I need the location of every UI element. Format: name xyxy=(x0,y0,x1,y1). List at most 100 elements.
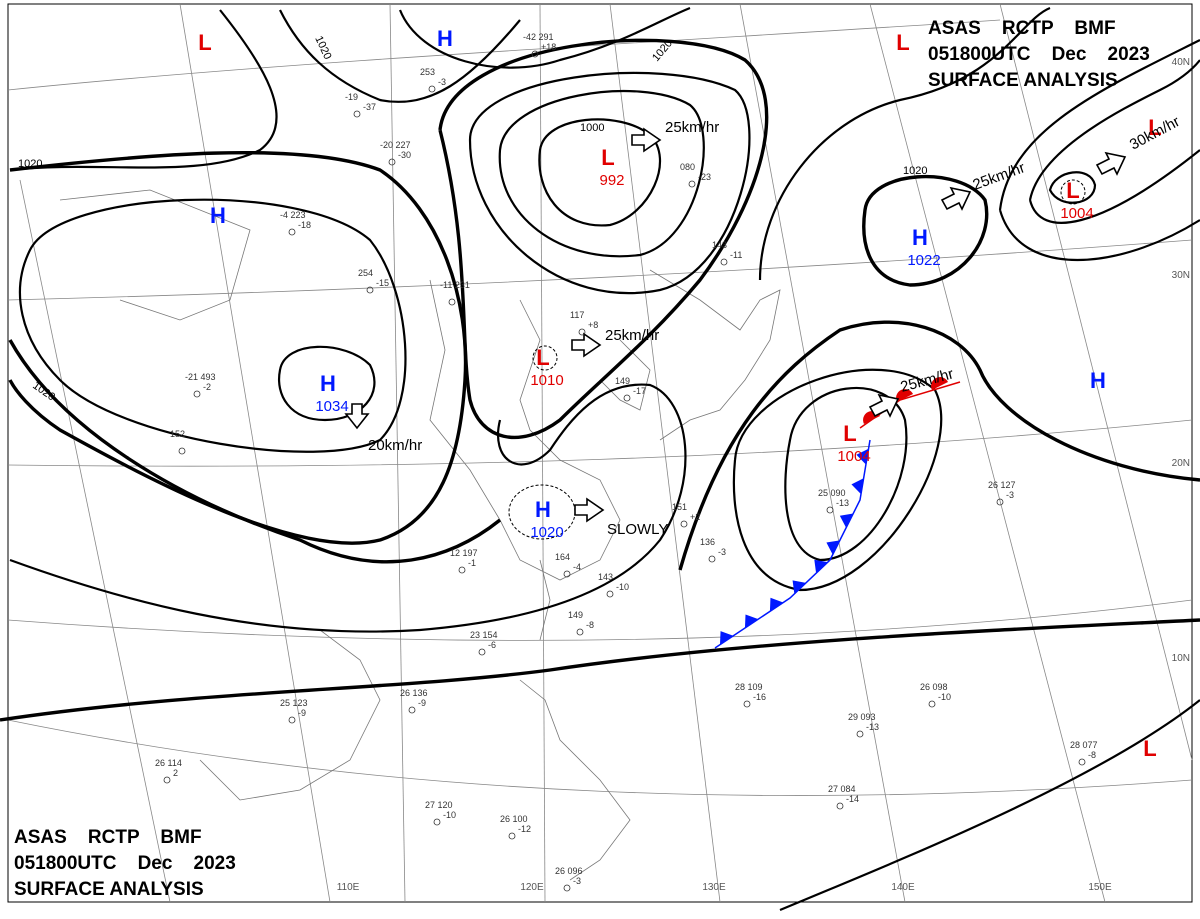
station-value: -20 227 xyxy=(380,140,411,150)
cold-front-triangle xyxy=(814,559,828,574)
center-letter: H xyxy=(437,26,453,51)
station-dot xyxy=(856,730,864,738)
longitude-label: 110E xyxy=(337,882,360,893)
center-ring xyxy=(1060,179,1086,205)
latitude-label: 20N xyxy=(1172,458,1190,469)
motion-label: 25km/hr xyxy=(605,327,659,344)
station-value: 28 077 xyxy=(1070,740,1098,750)
station-value: -16 xyxy=(753,692,766,702)
lon-line xyxy=(609,3,721,903)
header-line: ASAS RCTP BMF xyxy=(14,827,202,848)
motion-arrows xyxy=(344,127,1127,523)
cold-front-triangle xyxy=(826,540,840,555)
isobar xyxy=(1028,59,1200,224)
header-line: 051800UTC Dec 2023 xyxy=(928,44,1150,65)
station-dot xyxy=(408,706,416,714)
center-letter: H xyxy=(1090,368,1106,393)
station-dot xyxy=(353,110,361,118)
station-dot xyxy=(708,555,716,563)
center-letter: L xyxy=(1148,115,1161,140)
arrow xyxy=(631,127,662,153)
station-value: -2 xyxy=(203,382,211,392)
station-value: -10 xyxy=(443,810,456,820)
latitude-label: 30N xyxy=(1172,270,1190,281)
cold-front-triangle xyxy=(769,597,784,612)
lon-line xyxy=(539,3,546,903)
motion-label: 25km/hr xyxy=(665,119,719,136)
isobar xyxy=(678,320,1200,571)
lon-line xyxy=(739,3,906,903)
station-dot xyxy=(478,648,486,656)
station-value: -18 xyxy=(298,220,311,230)
graticule xyxy=(7,3,1193,903)
station-value: 143 xyxy=(598,572,613,582)
lon-line xyxy=(869,3,1106,903)
station-value: 12 197 xyxy=(450,548,478,558)
station-value: 23 154 xyxy=(470,630,498,640)
center-pressure: 1004 xyxy=(1060,205,1093,222)
station-value: 151 xyxy=(672,502,687,512)
center-circles xyxy=(508,179,1086,540)
station-dot xyxy=(928,700,936,708)
station-value: 26 098 xyxy=(920,682,948,692)
isobars xyxy=(0,6,1200,912)
center-pressure: 1020 xyxy=(530,524,563,541)
coastlines xyxy=(59,189,781,881)
station-dot xyxy=(1078,758,1086,766)
isobar xyxy=(1048,171,1097,204)
coast xyxy=(599,339,651,411)
lon-line xyxy=(19,179,171,903)
arrow xyxy=(940,186,972,211)
station-value: -10 xyxy=(616,582,629,592)
arrow xyxy=(344,403,370,430)
station-value: 25 123 xyxy=(280,698,308,708)
station-dot xyxy=(720,258,728,266)
isobar xyxy=(468,71,751,295)
station-value: -8 xyxy=(1088,750,1096,760)
station-value: +18 xyxy=(541,42,556,52)
station-dot xyxy=(193,390,201,398)
isobar xyxy=(8,151,468,545)
station-value: -9 xyxy=(298,708,306,718)
station-value: -10 xyxy=(938,692,951,702)
station-value: -8 xyxy=(586,620,594,630)
station-value: 26 096 xyxy=(555,866,583,876)
center-letter: L xyxy=(198,30,211,55)
station-value: -9 xyxy=(418,698,426,708)
station-value: 26 100 xyxy=(500,814,528,824)
arrow xyxy=(574,497,605,523)
coast xyxy=(649,269,781,441)
header-line: SURFACE ANALYSIS xyxy=(928,70,1118,91)
header-line: ASAS RCTP BMF xyxy=(928,18,1116,39)
isobar xyxy=(279,9,521,103)
station-value: -11 xyxy=(730,250,742,260)
station-dot xyxy=(448,298,456,306)
station-value: -17 xyxy=(633,386,646,396)
cold-front-triangle xyxy=(744,614,759,629)
isobar xyxy=(732,368,943,592)
station-value: 26 114 xyxy=(155,758,182,768)
latitude-label: 40N xyxy=(1172,57,1190,68)
fronts xyxy=(714,377,961,649)
longitude-label: 140E xyxy=(891,882,915,893)
lat-line xyxy=(7,599,1193,641)
station-dot xyxy=(288,228,296,236)
header-line: SURFACE ANALYSIS xyxy=(14,879,204,900)
coast xyxy=(539,559,551,641)
header-line: 051800UTC Dec 2023 xyxy=(14,853,236,874)
station-value: 136 xyxy=(700,537,715,547)
longitude-label: 120E xyxy=(520,882,544,893)
station-value: 27 084 xyxy=(828,784,856,794)
isobar xyxy=(862,174,989,287)
station-dot xyxy=(623,394,631,402)
station-value: 26 127 xyxy=(988,480,1016,490)
center-letter: H xyxy=(320,371,336,396)
station-dot xyxy=(563,570,571,578)
station-value: -21 493 xyxy=(185,372,216,382)
cold-front-triangle xyxy=(719,631,734,645)
station-dot xyxy=(826,506,834,514)
coast xyxy=(59,189,251,321)
cold-front-triangle xyxy=(851,478,864,495)
station-value: -13 xyxy=(866,722,879,732)
coast xyxy=(199,629,381,801)
